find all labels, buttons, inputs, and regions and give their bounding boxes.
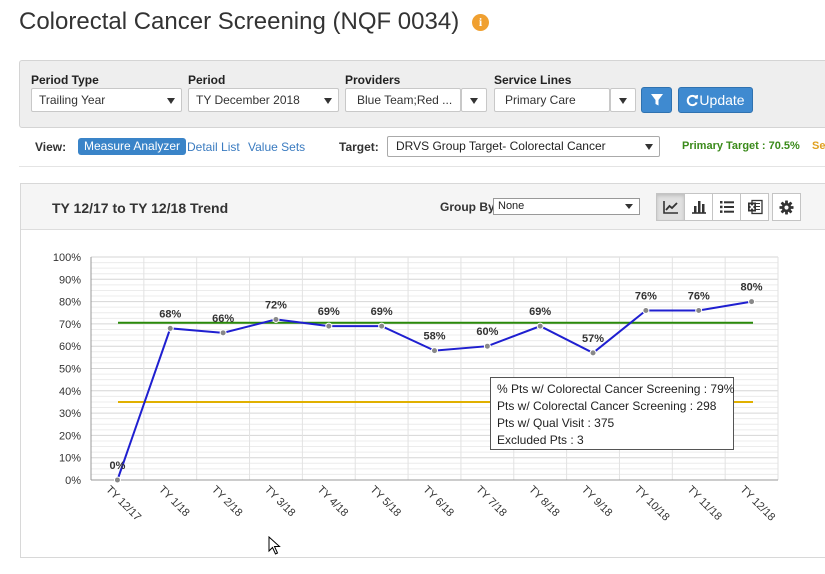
- line-chart-button[interactable]: [656, 193, 685, 221]
- trend-panel: TY 12/17 to TY 12/18 Trend Group By None: [20, 183, 825, 558]
- refresh-icon: [687, 94, 699, 107]
- chevron-down-icon: [645, 144, 653, 150]
- excel-icon: [747, 199, 763, 215]
- group-by-select[interactable]: None: [493, 198, 640, 215]
- period-label: Period: [188, 73, 226, 87]
- period-value: TY December 2018: [196, 93, 300, 107]
- providers-dropdown-button[interactable]: [461, 88, 487, 112]
- filter-icon: [650, 94, 663, 106]
- tooltip-line: Pts w/ Qual Visit : 375: [497, 416, 615, 430]
- providers-value: Blue Team;Red ...: [357, 93, 453, 107]
- chevron-down-icon: [324, 98, 332, 104]
- group-by-label: Group By: [440, 200, 495, 214]
- mouse-cursor-icon: [268, 536, 281, 555]
- period-type-select[interactable]: Trailing Year: [31, 88, 182, 112]
- tooltip-line: Excluded Pts : 3: [497, 433, 584, 447]
- target-select[interactable]: DRVS Group Target- Colorectal Cancer: [387, 136, 660, 157]
- list-icon: [719, 201, 734, 213]
- providers-label: Providers: [345, 73, 401, 87]
- tab-detail-list[interactable]: Detail List: [187, 140, 240, 154]
- service-lines-value: Primary Care: [505, 93, 576, 107]
- group-by-value: None: [498, 200, 525, 212]
- chevron-down-icon: [167, 98, 175, 104]
- secondary-target-text: Se: [812, 140, 825, 152]
- tooltip-line: % Pts w/ Colorectal Cancer Screening : 7…: [497, 382, 735, 396]
- update-button[interactable]: Update: [678, 87, 753, 113]
- bar-chart-icon: [691, 201, 706, 214]
- settings-button[interactable]: [772, 193, 801, 221]
- service-lines-select[interactable]: Primary Care: [494, 88, 610, 112]
- chevron-down-icon: [625, 204, 633, 209]
- page-title: Colorectal Cancer Screening (NQF 0034): [19, 8, 460, 35]
- primary-target-text: Primary Target : 70.5%: [682, 140, 800, 152]
- chevron-down-icon: [470, 98, 478, 104]
- tab-value-sets[interactable]: Value Sets: [248, 140, 306, 154]
- line-chart-icon: [662, 201, 678, 214]
- gear-icon: [779, 199, 794, 215]
- list-view-button[interactable]: [712, 193, 741, 221]
- view-label: View:: [35, 140, 67, 154]
- period-type-value: Trailing Year: [39, 93, 106, 107]
- service-lines-label: Service Lines: [494, 73, 572, 87]
- divider: [19, 166, 825, 167]
- chevron-down-icon: [619, 98, 627, 104]
- chart-tooltip: % Pts w/ Colorectal Cancer Screening : 7…: [490, 377, 734, 450]
- trend-title: TY 12/17 to TY 12/18 Trend: [52, 200, 229, 216]
- excel-export-button[interactable]: [740, 193, 769, 221]
- update-label: Update: [699, 92, 745, 108]
- service-lines-dropdown-button[interactable]: [610, 88, 636, 112]
- trend-header: TY 12/17 to TY 12/18 Trend Group By None: [21, 184, 825, 230]
- info-icon[interactable]: i: [472, 14, 489, 31]
- providers-select[interactable]: Blue Team;Red ...: [345, 88, 461, 112]
- bar-chart-button[interactable]: [684, 193, 713, 221]
- period-select[interactable]: TY December 2018: [188, 88, 339, 112]
- filter-button[interactable]: [641, 87, 672, 113]
- filter-panel: Period Type Trailing Year Period TY Dece…: [19, 60, 825, 128]
- period-type-label: Period Type: [31, 73, 99, 87]
- target-value: DRVS Group Target- Colorectal Cancer: [396, 139, 606, 153]
- tooltip-line: Pts w/ Colorectal Cancer Screening : 298: [497, 399, 717, 413]
- target-label: Target:: [339, 140, 379, 154]
- tab-measure-analyzer[interactable]: Measure Analyzer: [78, 138, 187, 155]
